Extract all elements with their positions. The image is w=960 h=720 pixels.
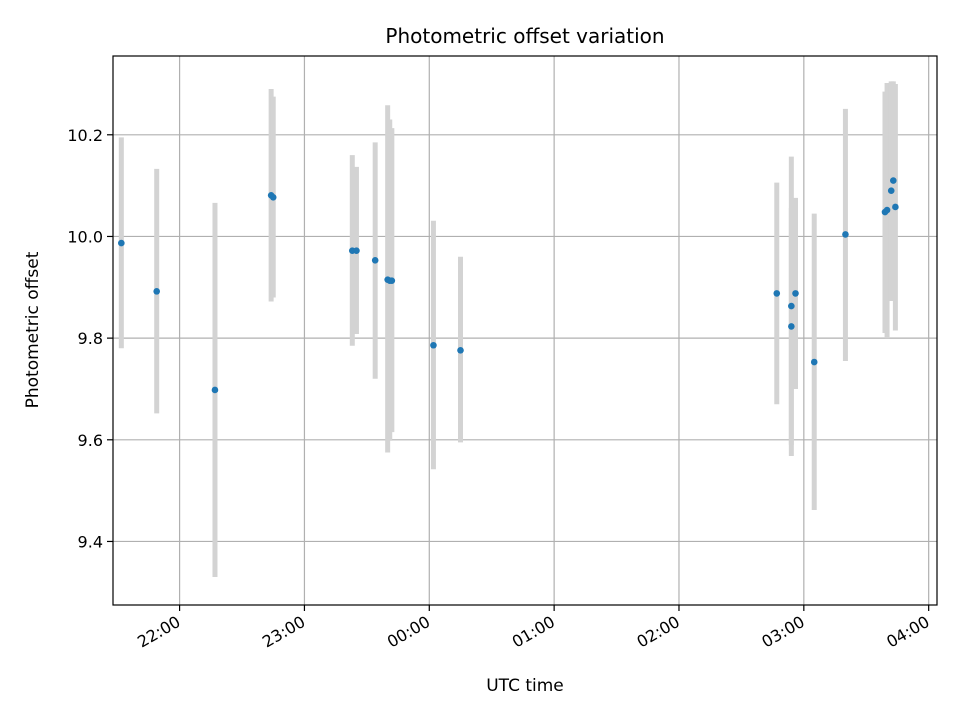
- data-point: [371, 257, 379, 264]
- data-point: [388, 277, 396, 284]
- data-point: [887, 187, 895, 195]
- data-point: [153, 288, 160, 295]
- data-point: [353, 247, 360, 254]
- data-point: [883, 206, 891, 214]
- data-point: [842, 231, 849, 238]
- data-point: [773, 290, 781, 297]
- data-point: [118, 239, 125, 247]
- data-point: [788, 323, 795, 330]
- data-point: [890, 177, 897, 184]
- data-point: [788, 302, 795, 310]
- plot-frame: [112, 55, 938, 606]
- y-axis-ticks: 9.4 9.6 9.8 10.0 10.2: [67, 126, 113, 551]
- data-point: [211, 386, 219, 394]
- chart-title: Photometric offset variation: [385, 24, 664, 48]
- data-point: [269, 194, 277, 201]
- x-axis-label: UTC time: [486, 676, 564, 696]
- y-tick-label: 10.0: [67, 227, 103, 246]
- grid: [113, 56, 937, 605]
- y-tick-label: 10.2: [67, 126, 103, 145]
- y-axis-label: Photometric offset: [23, 251, 43, 408]
- data-point: [792, 290, 799, 297]
- data-point: [430, 341, 437, 349]
- y-tick-label: 9.4: [78, 532, 103, 551]
- data-points: [118, 177, 899, 394]
- y-tick-label: 9.8: [78, 329, 103, 348]
- data-point: [810, 358, 818, 366]
- data-point: [892, 203, 899, 211]
- data-point: [457, 347, 464, 354]
- y-tick-label: 9.6: [78, 431, 103, 450]
